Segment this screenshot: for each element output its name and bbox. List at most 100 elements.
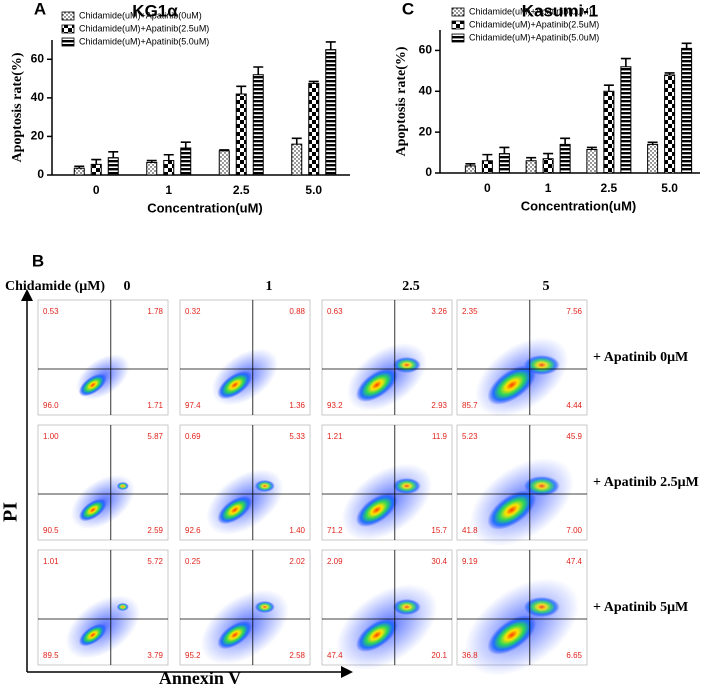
bar <box>481 160 493 174</box>
cell-cloud <box>487 615 537 655</box>
error-bar <box>253 66 264 75</box>
error-bar <box>603 84 614 92</box>
quadrant-value: 0.32 <box>185 307 201 316</box>
cell-cloud <box>78 498 107 522</box>
bar <box>647 143 659 174</box>
bar <box>73 167 85 176</box>
bar <box>90 163 102 176</box>
quadrant-value: 11.9 <box>432 432 448 441</box>
quadrant-value: 41.8 <box>462 526 478 535</box>
error-bar <box>620 57 631 67</box>
bar <box>525 160 537 174</box>
y-axis-label: PI <box>0 502 22 522</box>
x-tick-label: 1 <box>545 181 552 195</box>
quadrant-value: 15.7 <box>431 526 447 535</box>
error-bar <box>465 163 476 166</box>
bar <box>180 147 192 176</box>
error-bar <box>74 165 85 169</box>
quadrant-value: 89.5 <box>43 651 59 660</box>
quadrant-value: 6.65 <box>566 651 582 660</box>
bar <box>252 74 264 176</box>
quadrant-value: 5.23 <box>462 432 478 441</box>
cell-cloud <box>487 365 537 405</box>
x-axis-label: Concentration(uM) <box>147 200 263 215</box>
quadrant-value: 90.5 <box>43 526 59 535</box>
error-bar <box>499 146 510 154</box>
error-bar <box>146 159 157 163</box>
quadrant-value: 97.4 <box>185 401 201 410</box>
cell-cloud <box>355 493 398 527</box>
error-bar <box>180 141 191 148</box>
x-tick-label: 5.0 <box>661 181 678 195</box>
bar <box>146 161 158 176</box>
bar <box>603 90 615 174</box>
bar <box>218 150 230 176</box>
quadrant-value: 1.36 <box>289 401 305 410</box>
x-tick-label: 0 <box>93 183 100 197</box>
cell-cloud <box>78 623 107 647</box>
quadrant-value: 45.9 <box>566 432 582 441</box>
quadrant-value: 20.1 <box>431 651 447 660</box>
y-tick-label: 40 <box>31 90 45 104</box>
bar <box>107 157 119 176</box>
quadrant-value: 85.7 <box>462 401 478 410</box>
quadrant-value: 1.01 <box>43 557 59 566</box>
quadrant-value: 2.58 <box>289 651 305 660</box>
quadrant-value: 3.26 <box>431 307 447 316</box>
quadrant-value: 47.4 <box>566 557 582 566</box>
quadrant-value: 5.72 <box>147 557 163 566</box>
x-tick-label: 5.0 <box>305 183 322 197</box>
quadrant-value: 7.56 <box>566 307 582 316</box>
panel-label: C <box>402 0 414 18</box>
quadrant-value: 0.63 <box>327 307 343 316</box>
bar <box>664 74 676 174</box>
x-axis-label: Annexin V <box>159 668 241 688</box>
error-bar <box>325 41 336 50</box>
bar <box>308 82 320 176</box>
error-bar <box>560 137 571 145</box>
bar <box>291 143 303 176</box>
bar <box>325 49 337 176</box>
legend-swatch <box>451 33 465 43</box>
quadrant-value: 1.71 <box>147 401 163 410</box>
bar <box>681 47 693 174</box>
chart-title: KG1α <box>132 1 178 20</box>
y-tick-label: 20 <box>31 129 45 143</box>
row-label: + Apatinib 5μM <box>593 600 688 615</box>
cell-cloud <box>523 355 560 375</box>
bar <box>620 66 632 174</box>
error-bar <box>308 80 319 84</box>
cell-cloud <box>217 495 253 525</box>
cell-cloud <box>254 601 275 613</box>
quadrant-value: 1.78 <box>147 307 163 316</box>
cell-cloud <box>217 620 253 650</box>
quadrant-value: 5.87 <box>147 432 163 441</box>
cell-cloud <box>487 490 537 530</box>
legend-label: Chidamide(uM)+Apatinib(0uM) <box>79 10 202 20</box>
legend-label: Chidamide(uM)+Apatinib(5.0uM) <box>469 32 599 42</box>
row-label: + Apatinib 2.5μM <box>593 475 699 490</box>
y-tick-label: 40 <box>419 83 433 97</box>
legend-label: Chidamide(uM)+Apatinib(2.5uM) <box>469 19 599 29</box>
quadrant-value: 96.0 <box>43 401 59 410</box>
quadrant-value: 1.00 <box>43 432 59 441</box>
bar <box>586 149 598 174</box>
cell-cloud <box>392 599 421 615</box>
quadrant-value: 2.93 <box>431 401 447 410</box>
cell-cloud <box>392 357 421 373</box>
bar <box>163 160 175 176</box>
quadrant-value: 5.33 <box>289 432 305 441</box>
row-label: + Apatinib 0μM <box>593 350 688 365</box>
column-header: Chidamide (μM) <box>5 279 105 294</box>
quadrant-value: 2.09 <box>327 557 343 566</box>
cell-cloud <box>523 597 560 617</box>
error-bar <box>219 149 230 151</box>
cell-cloud <box>254 480 275 492</box>
quadrant-value: 2.59 <box>147 526 163 535</box>
y-tick-label: 0 <box>37 167 44 181</box>
error-bar <box>108 151 119 158</box>
error-bar <box>664 72 675 75</box>
quadrant-value: 47.4 <box>327 651 343 660</box>
column-label: 0 <box>124 279 131 294</box>
quadrant-value: 95.2 <box>185 651 201 660</box>
